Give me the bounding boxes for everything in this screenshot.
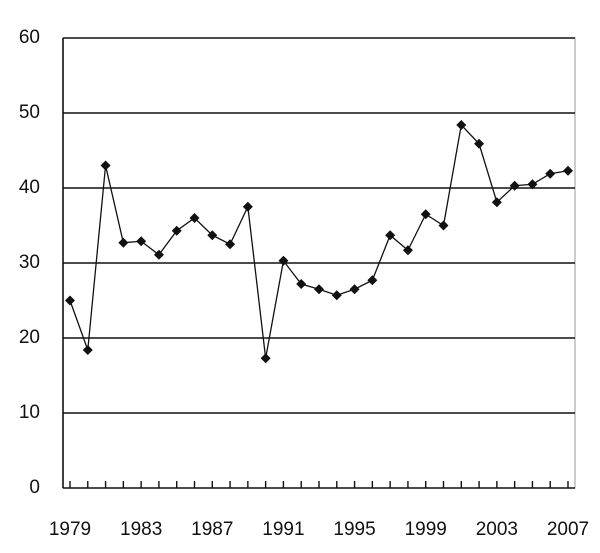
data-point	[509, 180, 520, 191]
y-tick-label: 30	[19, 252, 40, 273]
y-tick-label: 60	[19, 27, 40, 48]
data-point	[136, 236, 147, 247]
data-point	[207, 230, 218, 241]
y-tick-label: 50	[19, 102, 40, 123]
data-point	[456, 120, 467, 130]
y-tick-label: 20	[19, 327, 40, 348]
data-point	[82, 345, 93, 355]
data-point	[527, 179, 538, 190]
data-point	[118, 237, 129, 248]
y-tick-label: 0	[29, 477, 40, 498]
data-point	[385, 230, 396, 241]
data-point	[438, 220, 449, 231]
data-point	[314, 284, 324, 295]
data-point	[260, 353, 271, 364]
data-point	[189, 213, 200, 223]
data-point	[153, 249, 164, 260]
data-point	[402, 245, 413, 256]
data-point	[563, 165, 573, 176]
data-point	[331, 290, 342, 301]
x-tick-label: 1987	[191, 519, 233, 540]
data-point	[545, 168, 556, 179]
data-point	[349, 284, 360, 295]
data-point	[225, 239, 236, 250]
x-tick-label: 1979	[49, 519, 91, 540]
data-point	[491, 197, 502, 208]
data-point	[171, 225, 182, 236]
x-tick-label: 1999	[405, 519, 447, 540]
data-point	[420, 209, 431, 220]
data-point	[100, 160, 111, 171]
x-tick-label: 2007	[547, 519, 589, 540]
data-point	[474, 138, 485, 149]
data-point	[65, 295, 75, 306]
data-point	[242, 201, 253, 212]
y-tick-label: 10	[19, 402, 40, 423]
data-point	[278, 255, 289, 266]
data-point	[296, 279, 307, 289]
y-tick-label: 40	[19, 177, 40, 198]
data-point	[367, 275, 378, 286]
x-tick-label: 2003	[476, 519, 518, 540]
x-tick-label: 1983	[120, 519, 162, 540]
x-tick-label: 1991	[262, 519, 304, 540]
x-tick-label: 1995	[333, 519, 375, 540]
